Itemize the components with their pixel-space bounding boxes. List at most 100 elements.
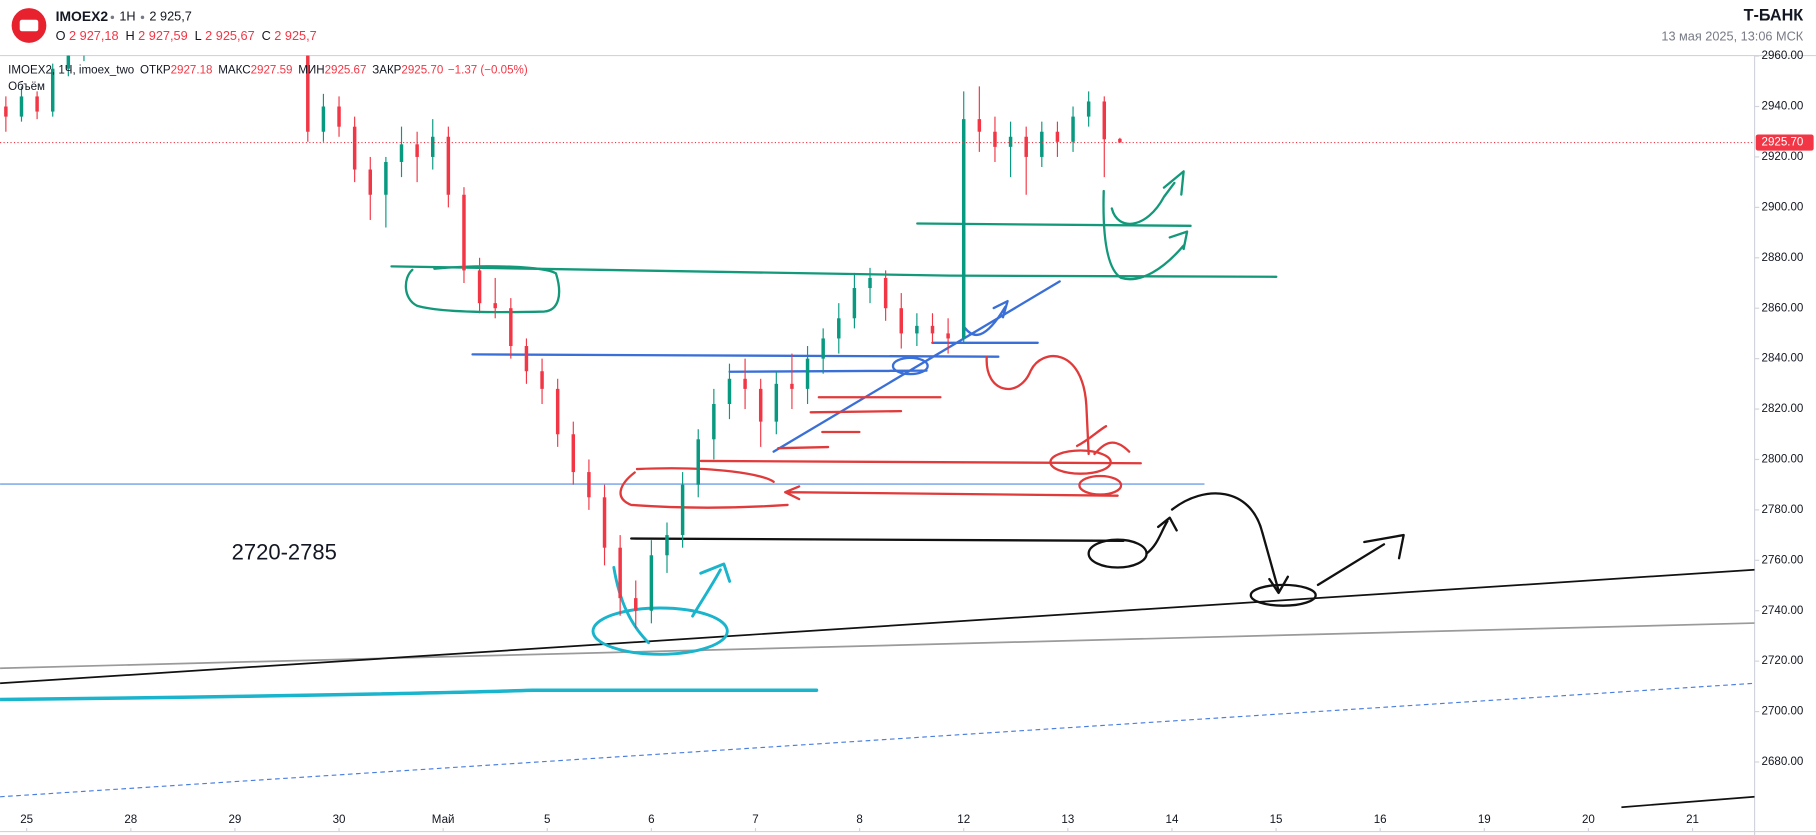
freehand bbox=[891, 356, 929, 376]
y-tick-label: 2880.00 bbox=[1762, 252, 1804, 264]
candle-body bbox=[665, 535, 669, 556]
x-tick-label: 6 bbox=[648, 814, 654, 826]
ohlc-value: 2 925,67 bbox=[205, 28, 255, 43]
timeframe: 1H bbox=[119, 9, 135, 24]
freehand bbox=[0, 688, 819, 702]
candle-body bbox=[4, 106, 8, 117]
logo-mark bbox=[19, 19, 39, 32]
freehand bbox=[612, 562, 732, 645]
candle-body bbox=[915, 325, 919, 334]
trend-line bbox=[0, 622, 1755, 670]
ohlc-label: O bbox=[56, 28, 66, 43]
freehand bbox=[591, 606, 729, 656]
candle-body bbox=[540, 371, 544, 389]
candle-body bbox=[19, 96, 24, 117]
y-tick-label: 2780.00 bbox=[1762, 504, 1804, 516]
candle-body bbox=[587, 472, 591, 498]
freehand bbox=[630, 537, 1125, 542]
candle-body bbox=[774, 383, 779, 422]
y-tick-label: 2860.00 bbox=[1762, 302, 1804, 314]
candle-body bbox=[462, 194, 466, 271]
legend: IMOEX2, 1Ч, imoex_two ОТКР2927.18 МАКС2927… bbox=[8, 65, 528, 77]
candle-body bbox=[743, 378, 747, 389]
candle-body bbox=[571, 434, 576, 473]
x-tick-label: 14 bbox=[1166, 814, 1179, 826]
candle-body bbox=[649, 555, 654, 611]
y-tick-label: 2740.00 bbox=[1762, 605, 1804, 617]
x-tick-label: 19 bbox=[1478, 814, 1491, 826]
ohlc-label: H bbox=[125, 28, 134, 43]
x-tick-label: 8 bbox=[856, 814, 862, 826]
candle-body bbox=[961, 119, 966, 339]
annotation: 2720-2785 bbox=[232, 539, 337, 564]
symbol: IMOEX2 bbox=[56, 8, 109, 24]
candle-body bbox=[509, 308, 513, 347]
candle-body bbox=[1102, 101, 1107, 140]
candle-body bbox=[680, 484, 685, 536]
ohlc-value: 2 925,7 bbox=[274, 28, 316, 43]
candle-body bbox=[399, 144, 404, 162]
candle-body bbox=[946, 333, 950, 339]
legend-label: ОТКР bbox=[140, 65, 171, 77]
candle-body bbox=[634, 598, 638, 611]
x-tick-label: 29 bbox=[228, 814, 241, 826]
candle-body bbox=[1024, 136, 1028, 157]
x-tick-label: 20 bbox=[1582, 814, 1595, 826]
x-tick-label: 28 bbox=[124, 814, 137, 826]
candle-body bbox=[1040, 131, 1044, 157]
freehand bbox=[619, 467, 1119, 509]
legend-value: 2927.59 bbox=[251, 65, 293, 77]
candle-body bbox=[758, 388, 763, 422]
legend-value: 2925.67 bbox=[325, 65, 367, 77]
y-tick-label: 2800.00 bbox=[1762, 454, 1804, 466]
legend-value: 2925.70 bbox=[401, 65, 443, 77]
candle-body bbox=[1008, 136, 1013, 147]
freehand bbox=[1145, 492, 1405, 595]
y-tick-label: 2840.00 bbox=[1762, 353, 1804, 365]
y-tick-label: 2960.00 bbox=[1762, 50, 1804, 62]
ohlc-value: 2 927,18 bbox=[69, 28, 119, 43]
candle-body bbox=[446, 136, 451, 195]
candle-body bbox=[1118, 138, 1122, 143]
trend-line bbox=[0, 682, 1755, 798]
candle-body bbox=[883, 277, 888, 309]
candle-body bbox=[852, 288, 857, 319]
legend-value: 2927.18 bbox=[171, 65, 213, 77]
x-tick-label: 25 bbox=[20, 814, 33, 826]
legend-change: −1.37 (−0.05%) bbox=[448, 65, 528, 77]
price: 2 925,7 bbox=[149, 9, 191, 24]
candle-body bbox=[415, 144, 419, 157]
candle-body bbox=[837, 318, 841, 339]
freehand bbox=[1049, 449, 1112, 475]
candle-body bbox=[50, 68, 55, 112]
candle-body bbox=[306, 55, 310, 132]
separator bbox=[140, 15, 145, 20]
ohlc-label: L bbox=[195, 28, 202, 43]
freehand bbox=[390, 265, 1278, 278]
candle-body bbox=[384, 161, 388, 195]
candle-body bbox=[899, 308, 903, 334]
candle-body bbox=[977, 119, 982, 132]
trend-line bbox=[0, 568, 1755, 685]
candle-body bbox=[1086, 101, 1091, 117]
candle-body bbox=[993, 131, 997, 147]
ohlc-value: 2 927,59 bbox=[138, 28, 188, 43]
y-tick-label: 2920.00 bbox=[1762, 151, 1804, 163]
y-tick-label: 2700.00 bbox=[1762, 706, 1804, 718]
freehand bbox=[471, 280, 1061, 453]
y-tick-label: 2720.00 bbox=[1762, 655, 1804, 667]
candle-body bbox=[868, 277, 872, 289]
candle-body bbox=[712, 404, 716, 440]
candle-body bbox=[618, 547, 622, 599]
datetime: 13 мая 2025, 13:06 МСК bbox=[1661, 28, 1803, 43]
separator bbox=[110, 15, 115, 20]
freehand bbox=[699, 396, 1142, 465]
candle-body bbox=[727, 378, 732, 405]
legend-label: МИН bbox=[298, 65, 324, 77]
candle-body bbox=[337, 106, 341, 127]
candle-body bbox=[805, 358, 810, 389]
